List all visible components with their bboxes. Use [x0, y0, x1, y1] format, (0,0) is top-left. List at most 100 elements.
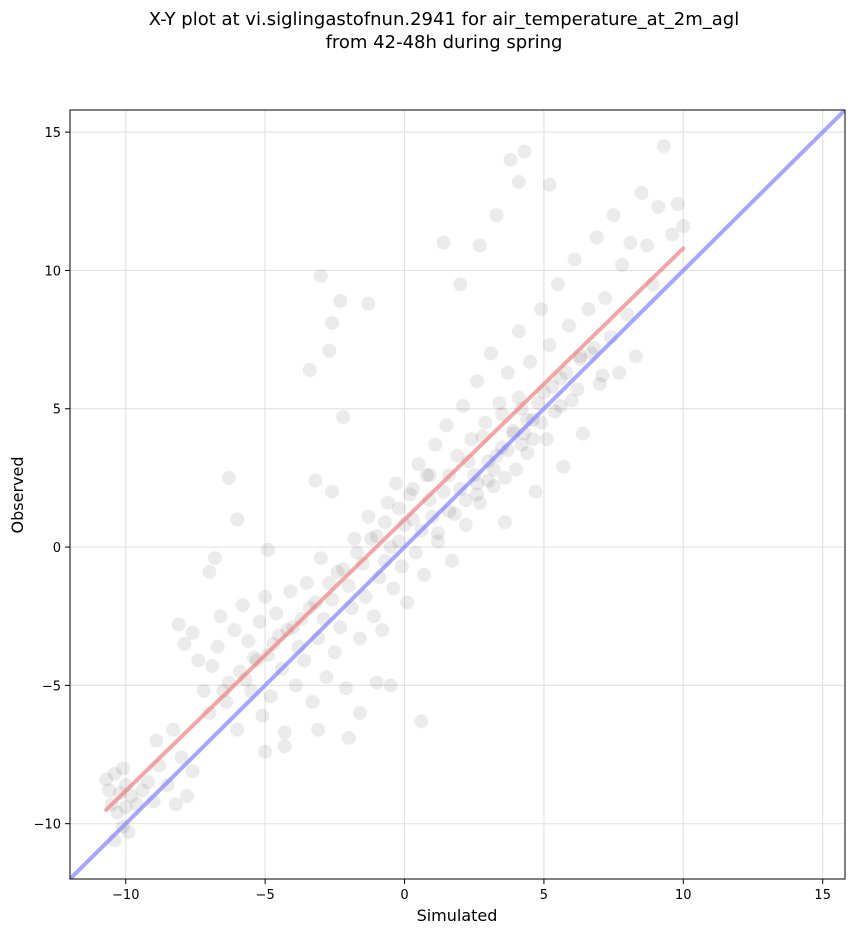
scatter-point	[497, 515, 512, 530]
scatter-point	[497, 470, 512, 485]
scatter-point	[612, 365, 627, 380]
scatter-point	[525, 432, 540, 447]
scatter-point	[375, 623, 390, 638]
scatter-point	[288, 678, 303, 693]
scatter-point	[534, 302, 549, 317]
scatter-point	[311, 722, 326, 737]
fit-lines	[70, 110, 845, 879]
scatter-point	[509, 462, 524, 477]
scatter-point	[447, 506, 462, 521]
scatter-point	[550, 277, 565, 292]
scatter-point	[670, 197, 685, 212]
scatter-point	[623, 235, 638, 250]
scatter-point	[458, 493, 473, 508]
scatter-point	[308, 595, 323, 610]
scatter-point	[341, 578, 356, 593]
scatter-point	[325, 484, 340, 499]
scatter-point	[118, 800, 133, 815]
scatter-point	[562, 318, 577, 333]
scatter-point	[266, 636, 281, 651]
scatter-point	[255, 708, 270, 723]
scatter-point	[634, 185, 649, 200]
scatter-point	[361, 296, 376, 311]
scatter-point	[141, 775, 156, 790]
scatter-point	[458, 517, 473, 532]
scatter-point	[347, 531, 362, 546]
scatter-point	[503, 152, 518, 167]
scatter-point	[227, 623, 242, 638]
scatter-point	[489, 208, 504, 223]
scatter-point	[414, 714, 429, 729]
scatter-point	[299, 576, 314, 591]
axis-ticks: −10 −5 0 5 10 15 −10 −5 0 5 10 15	[34, 126, 831, 903]
scatter-point	[391, 534, 406, 549]
scatter-point	[570, 382, 585, 397]
scatter-point	[417, 567, 432, 582]
scatter-point	[450, 448, 465, 463]
scatter-point	[115, 761, 130, 776]
scatter-point	[676, 219, 691, 234]
scatter-point	[269, 606, 284, 621]
scatter-point	[436, 235, 451, 250]
scatter-point	[280, 623, 295, 638]
scatter-point	[464, 432, 479, 447]
scatter-point	[99, 772, 114, 787]
regression-line	[104, 246, 686, 812]
scatter-point	[364, 531, 379, 546]
x-tick-label: 15	[814, 888, 831, 903]
scatter-point	[553, 371, 568, 386]
scatter-point	[205, 659, 220, 674]
scatter-point	[391, 501, 406, 516]
scatter-point	[322, 343, 337, 358]
scatter-point	[380, 495, 395, 510]
scatter-point	[313, 268, 328, 283]
scatter-point	[333, 620, 348, 635]
scatter-point	[428, 437, 443, 452]
scatter-point	[470, 374, 485, 389]
scatter-point	[110, 805, 125, 820]
scatter-point	[386, 581, 401, 596]
scatter-point	[408, 545, 423, 560]
scatter-point	[403, 487, 418, 502]
scatter-point	[305, 694, 320, 709]
scatter-point	[528, 484, 543, 499]
scatter-point	[595, 368, 610, 383]
scatter-point	[263, 689, 278, 704]
scatter-point	[492, 396, 507, 411]
scatter-point	[592, 376, 607, 391]
scatter-point	[589, 230, 604, 245]
chart-title-line-1: X-Y plot at vi.siglingastofnun.2941 for …	[149, 9, 739, 30]
scatter-point	[352, 631, 367, 646]
scatter-point	[180, 789, 195, 804]
scatter-point	[174, 750, 189, 765]
scatter-point	[383, 540, 398, 555]
scatter-point	[514, 437, 529, 452]
scatter-point	[481, 473, 496, 488]
scatter-point	[341, 730, 356, 745]
scatter-point	[564, 393, 579, 408]
scatter-point	[302, 600, 317, 615]
x-tick-label: 5	[540, 888, 548, 903]
scatter-point	[302, 363, 317, 378]
identity-line	[70, 110, 845, 879]
scatter-point	[350, 545, 365, 560]
scatter-point	[283, 584, 298, 599]
scatter-point	[230, 512, 245, 527]
scatter-point	[620, 307, 635, 322]
scatter-point	[430, 534, 445, 549]
scatter-point	[171, 617, 186, 632]
scatter-point	[400, 595, 415, 610]
scatter-point	[336, 562, 351, 577]
scatter-point	[241, 634, 256, 649]
scatter-point	[495, 407, 510, 422]
scatter-point	[486, 479, 501, 494]
scatter-point	[235, 598, 250, 613]
scatter-point	[361, 509, 376, 524]
y-axis-label: Observed	[8, 457, 27, 534]
scatter-point	[665, 227, 680, 242]
scatter-point	[102, 783, 117, 798]
scatter-point	[260, 542, 275, 557]
scatter-point	[355, 556, 370, 571]
scatter-point	[322, 576, 337, 591]
